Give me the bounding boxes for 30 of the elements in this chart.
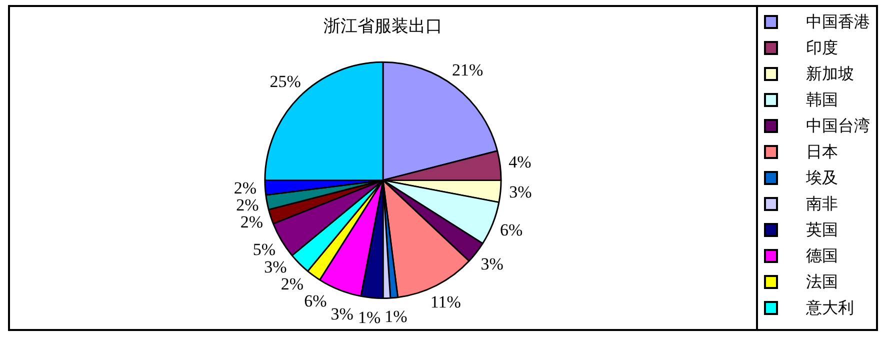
- data-label: 25%: [270, 72, 301, 92]
- data-label: 21%: [452, 60, 484, 80]
- legend-label: 意大利: [806, 298, 854, 318]
- legend-label: 日本: [806, 142, 838, 162]
- legend-label: 中国香港: [806, 12, 870, 32]
- legend-label: 德国: [806, 246, 838, 266]
- data-label: 2%: [240, 212, 264, 232]
- data-label: 3%: [480, 254, 504, 274]
- legend-label: 印度: [806, 38, 838, 58]
- legend-label: 新加坡: [806, 64, 854, 84]
- legend-label: 南非: [806, 194, 838, 214]
- data-label: 4%: [508, 152, 532, 172]
- data-label: 6%: [304, 291, 327, 310]
- data-label: 3%: [264, 257, 287, 276]
- data-label: 3%: [509, 182, 532, 202]
- legend-label: 法国: [806, 272, 838, 292]
- data-label: 2%: [280, 274, 304, 294]
- data-label: 5%: [252, 240, 276, 259]
- chart-title: 浙江省服装出口: [324, 16, 442, 36]
- data-label: 1%: [384, 307, 408, 326]
- legend-label: 英国: [806, 220, 838, 240]
- data-label: 2%: [234, 178, 257, 198]
- data-label: 2%: [236, 196, 259, 215]
- data-label: 6%: [500, 220, 523, 240]
- legend-label: 埃及: [806, 168, 838, 188]
- data-label: 11%: [430, 292, 461, 312]
- legend-label: 中国台湾: [806, 116, 870, 136]
- data-label: 1%: [358, 308, 381, 328]
- data-label: 3%: [330, 304, 354, 324]
- legend-label: 韩国: [806, 90, 838, 110]
